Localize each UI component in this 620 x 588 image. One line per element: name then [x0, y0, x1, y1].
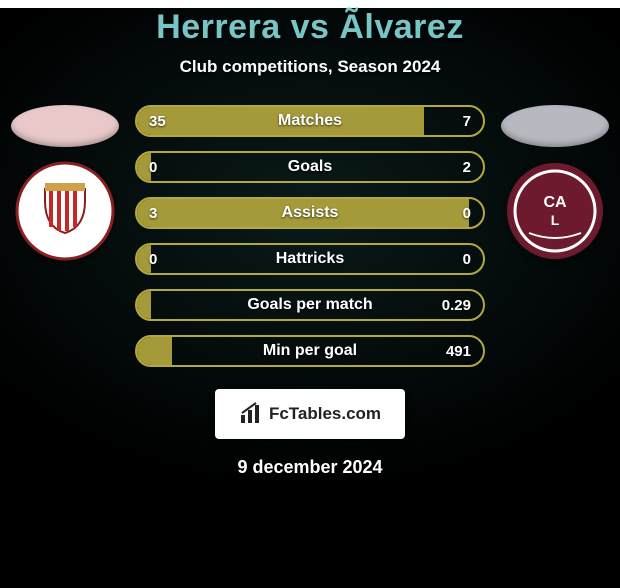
- card: Herrera vs Ãlvarez Club competitions, Se…: [0, 8, 620, 478]
- main-row: 35Matches70Goals23Assists00Hattricks0Goa…: [0, 105, 620, 367]
- stat-bar: Goals per match0.29: [135, 289, 485, 321]
- stat-label: Min per goal: [137, 337, 483, 365]
- brand-text: FcTables.com: [269, 404, 381, 424]
- stat-bar: 35Matches7: [135, 105, 485, 137]
- stat-label: Assists: [137, 199, 483, 227]
- page-title: Herrera vs Ãlvarez: [0, 8, 620, 47]
- stat-right-value: 0: [463, 245, 471, 273]
- stat-right-value: 0: [463, 199, 471, 227]
- svg-text:CA: CA: [543, 194, 567, 211]
- stat-right-value: 7: [463, 107, 471, 135]
- stats-bars: 35Matches70Goals23Assists00Hattricks0Goa…: [135, 105, 485, 367]
- team-left-badge: [15, 161, 115, 261]
- stat-right-value: 491: [446, 337, 471, 365]
- shield-icon: CA L: [505, 161, 605, 261]
- stat-right-value: 2: [463, 153, 471, 181]
- stat-bar: 3Assists0: [135, 197, 485, 229]
- stat-right-value: 0.29: [442, 291, 471, 319]
- brand-badge: FcTables.com: [215, 389, 405, 439]
- subtitle: Club competitions, Season 2024: [0, 57, 620, 77]
- stat-label: Matches: [137, 107, 483, 135]
- stat-bar: Min per goal491: [135, 335, 485, 367]
- player-right-placeholder: [501, 105, 609, 147]
- right-side: CA L: [495, 105, 615, 261]
- stat-label: Goals: [137, 153, 483, 181]
- chart-icon: [239, 402, 263, 426]
- team-right-badge: CA L: [505, 161, 605, 261]
- player-left-placeholder: [11, 105, 119, 147]
- date-text: 9 december 2024: [0, 457, 620, 478]
- stat-label: Goals per match: [137, 291, 483, 319]
- svg-text:L: L: [551, 212, 560, 228]
- stat-bar: 0Goals2: [135, 151, 485, 183]
- stat-bar: 0Hattricks0: [135, 243, 485, 275]
- shield-icon: [15, 161, 115, 261]
- stat-label: Hattricks: [137, 245, 483, 273]
- left-side: [5, 105, 125, 261]
